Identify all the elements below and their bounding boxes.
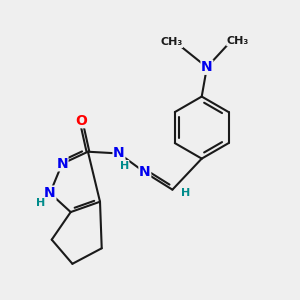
Text: CH₃: CH₃ — [160, 38, 182, 47]
Text: CH₃: CH₃ — [227, 36, 249, 46]
Text: N: N — [44, 186, 56, 200]
Text: N: N — [56, 157, 68, 171]
Text: H: H — [36, 198, 45, 208]
Text: O: O — [75, 114, 87, 128]
Text: N: N — [113, 146, 125, 161]
Text: H: H — [119, 160, 129, 170]
Text: N: N — [139, 165, 151, 179]
Text: H: H — [181, 188, 190, 198]
Text: N: N — [201, 60, 213, 74]
